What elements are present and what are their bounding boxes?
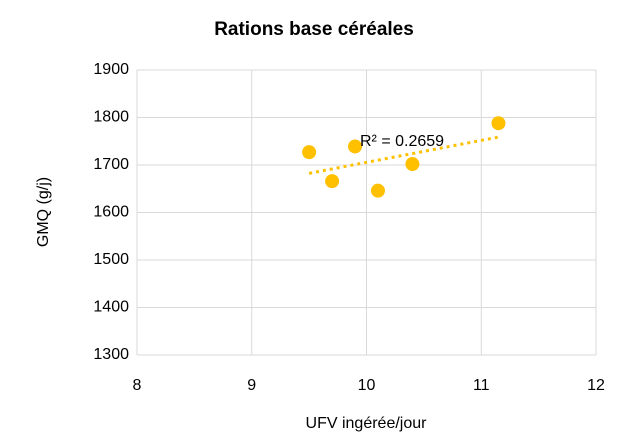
x-tick-label: 11 [473, 377, 490, 394]
point [370, 183, 385, 198]
y-tick-label: 1700 [93, 156, 129, 173]
y-tick-label: 1400 [93, 299, 129, 316]
trendline-annotation: R² = 0.2659 [360, 133, 444, 150]
y-axis-label: GMQ (g/j) [35, 177, 52, 247]
point [302, 145, 317, 160]
point [348, 139, 363, 154]
x-tick-label: 8 [133, 377, 142, 394]
point [491, 116, 506, 131]
point [405, 157, 420, 172]
point [325, 174, 340, 189]
x-tick-label: 12 [587, 377, 605, 394]
x-axis-label: UFV ingérée/jour [306, 415, 428, 432]
x-tick-label: 10 [358, 377, 376, 394]
y-tick-label: 1600 [93, 204, 129, 221]
chart-title: Rations base céréales [214, 19, 414, 40]
y-tick-label: 1800 [93, 109, 129, 126]
y-tick-label: 1900 [93, 61, 129, 78]
y-tick-label: 1300 [93, 346, 129, 363]
y-tick-label: 1500 [93, 251, 129, 268]
x-tick-label: 9 [247, 377, 256, 394]
